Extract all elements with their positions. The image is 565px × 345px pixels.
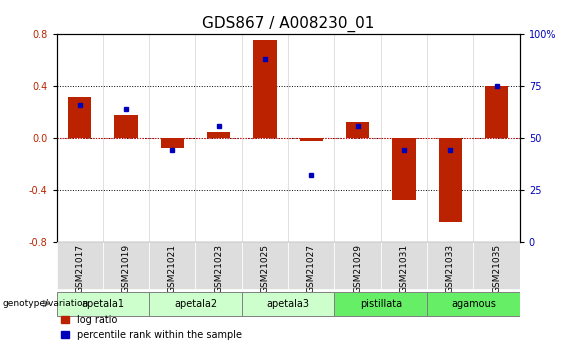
Bar	[56, 292, 149, 316]
Bar	[381, 243, 427, 289]
Text: GSM21027: GSM21027	[307, 244, 316, 293]
Text: GSM21017: GSM21017	[75, 244, 84, 293]
Bar	[242, 243, 288, 289]
Text: apetala2: apetala2	[174, 299, 217, 308]
Bar	[427, 292, 520, 316]
Text: pistillata: pistillata	[360, 299, 402, 308]
Bar	[56, 243, 103, 289]
Bar	[103, 243, 149, 289]
Text: GSM21025: GSM21025	[260, 244, 270, 293]
Text: apetala3: apetala3	[267, 299, 310, 308]
Bar	[207, 131, 231, 138]
Bar	[300, 138, 323, 141]
Text: genotype/variation: genotype/variation	[3, 299, 89, 308]
Bar	[346, 122, 370, 138]
Bar	[334, 292, 427, 316]
Bar	[485, 86, 508, 138]
Bar	[161, 138, 184, 148]
Text: GSM21031: GSM21031	[399, 244, 408, 293]
Bar	[68, 97, 92, 138]
Text: GSM21029: GSM21029	[353, 244, 362, 293]
Bar	[242, 292, 334, 316]
Bar	[427, 243, 473, 289]
Bar	[288, 243, 334, 289]
Title: GDS867 / A008230_01: GDS867 / A008230_01	[202, 16, 375, 32]
Legend: log ratio, percentile rank within the sample: log ratio, percentile rank within the sa…	[62, 315, 242, 340]
Bar	[473, 243, 520, 289]
Bar	[439, 138, 462, 222]
Text: GSM21019: GSM21019	[121, 244, 131, 293]
Text: GSM21035: GSM21035	[492, 244, 501, 293]
Bar	[149, 243, 195, 289]
Bar	[334, 243, 381, 289]
Bar	[393, 138, 416, 200]
Bar	[149, 292, 242, 316]
Text: GSM21023: GSM21023	[214, 244, 223, 293]
Bar	[195, 243, 242, 289]
Text: GSM21033: GSM21033	[446, 244, 455, 293]
Text: GSM21021: GSM21021	[168, 244, 177, 293]
Text: apetala1: apetala1	[81, 299, 124, 308]
Bar	[115, 115, 138, 138]
Text: agamous: agamous	[451, 299, 496, 308]
Bar	[254, 40, 277, 138]
